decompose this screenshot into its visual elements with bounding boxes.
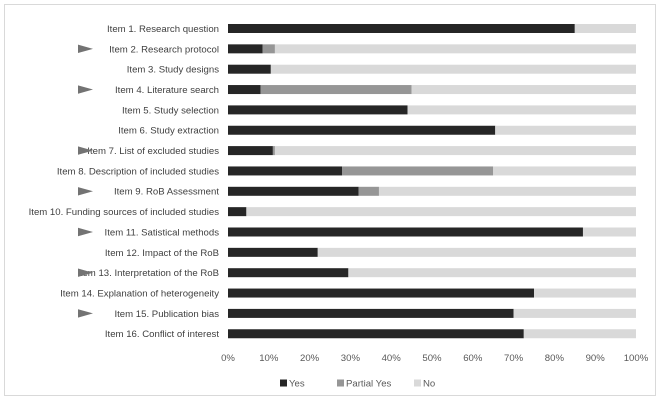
- bar-item-6-no: [495, 125, 636, 135]
- bar-item-8-partial-yes: [342, 166, 494, 176]
- bar-item-2-no: [274, 44, 636, 54]
- arrow-marker-item-11: [78, 227, 93, 237]
- category-label-item-10: Item 10. Funding sources of included stu…: [29, 207, 220, 218]
- category-label-item-13: Item 13. Interpretation of the RoB: [77, 268, 219, 279]
- bar-item-5-yes: [228, 105, 408, 115]
- bar-item-14-no: [534, 288, 636, 298]
- bar-item-16-no: [523, 329, 636, 339]
- bar-item-7-yes: [228, 146, 273, 156]
- arrow-marker-item-4: [78, 85, 93, 94]
- bar-item-4-partial-yes: [260, 85, 412, 95]
- bars-layer: [228, 24, 637, 339]
- x-tick-label-8: 80%: [545, 353, 565, 364]
- x-tick-label-1: 10%: [259, 353, 279, 364]
- category-label-item-4: Item 4. Literature search: [115, 85, 219, 96]
- bar-item-15-yes: [228, 308, 514, 318]
- bar-item-4-no: [411, 85, 636, 95]
- bar-item-5-no: [407, 105, 636, 115]
- x-tick-label-0: 0%: [221, 353, 235, 364]
- category-label-item-15: Item 15. Publication bias: [114, 309, 219, 320]
- x-tick-label-2: 20%: [300, 353, 320, 364]
- bar-item-10-yes: [228, 207, 247, 217]
- category-label-item-12: Item 12. Impact of the RoB: [105, 248, 219, 259]
- bar-item-16-yes: [228, 329, 524, 339]
- bar-item-14-yes: [228, 288, 534, 298]
- x-tick-label-10: 100%: [624, 353, 649, 364]
- legend-swatch-yes: [280, 379, 287, 387]
- bar-item-4-yes: [228, 85, 261, 95]
- bar-item-12-yes: [228, 247, 318, 257]
- legend: Yes Partial Yes No: [280, 378, 435, 389]
- category-label-item-3: Item 3. Study designs: [127, 65, 219, 76]
- bar-item-8-no: [493, 166, 636, 176]
- legend-label-yes: Yes: [289, 378, 305, 389]
- category-label-item-6: Item 6. Study extraction: [118, 126, 219, 137]
- bar-item-1-no: [574, 24, 636, 33]
- arrow-marker-item-9: [78, 187, 93, 196]
- bar-item-9-no: [378, 186, 636, 196]
- x-tick-label-3: 30%: [341, 353, 361, 364]
- category-label-item-14: Item 14. Explanation of heterogeneity: [60, 288, 219, 299]
- bar-item-2-partial-yes: [262, 44, 275, 54]
- legend-label-no: No: [423, 378, 435, 389]
- category-label-item-1: Item 1. Research question: [107, 24, 219, 35]
- bar-item-3-no: [270, 64, 636, 74]
- bar-item-3-yes: [228, 64, 271, 74]
- x-tick-label-6: 60%: [463, 353, 483, 364]
- bar-item-13-no: [348, 268, 636, 278]
- bar-item-13-yes: [228, 268, 349, 278]
- arrow-marker-item-7: [78, 146, 93, 155]
- legend-label-partial-yes: Partial Yes: [346, 378, 392, 389]
- category-labels: Item 1. Research question Item 2. Researc…: [29, 24, 220, 340]
- bar-item-9-yes: [228, 186, 359, 196]
- bar-item-1-yes: [228, 24, 575, 33]
- x-tick-label-7: 70%: [504, 353, 524, 364]
- bar-item-11-no: [582, 227, 636, 237]
- bar-item-6-yes: [228, 125, 496, 135]
- category-label-item-5: Item 5. Study selection: [122, 105, 219, 116]
- bar-item-7-partial-yes: [272, 146, 275, 156]
- legend-swatch-partial-yes: [337, 379, 344, 387]
- arrow-marker-item-2: [78, 44, 93, 54]
- category-label-item-7: Item 7. List of excluded studies: [87, 146, 219, 157]
- category-label-item-2: Item 2. Research protocol: [109, 44, 219, 55]
- legend-swatch-no: [414, 379, 421, 387]
- category-label-item-9: Item 9. RoB Assessment: [114, 187, 219, 198]
- bar-item-9-partial-yes: [358, 186, 379, 196]
- x-axis: 0% 10% 20% 30% 40% 50% 60% 70% 80% 90% 100%: [221, 353, 649, 364]
- arrow-marker-item-13: [78, 268, 93, 277]
- x-tick-label-5: 50%: [422, 353, 442, 364]
- category-label-item-11: Item 11. Satistical methods: [105, 227, 220, 238]
- bar-item-10-no: [246, 207, 637, 217]
- x-tick-label-4: 40%: [382, 353, 402, 364]
- arrow-marker-item-15: [78, 309, 93, 318]
- category-label-item-16: Item 16. Conflict of interest: [105, 329, 219, 340]
- bar-item-15-no: [513, 308, 636, 318]
- category-label-item-8: Item 8. Description of included studies: [57, 166, 219, 177]
- bar-item-12-no: [317, 247, 636, 257]
- bar-item-2-yes: [228, 44, 263, 54]
- arrow-markers: [78, 44, 93, 318]
- x-tick-label-9: 90%: [586, 353, 606, 364]
- bar-item-7-no: [274, 146, 636, 156]
- bar-item-11-yes: [228, 227, 583, 237]
- bar-item-8-yes: [228, 166, 343, 176]
